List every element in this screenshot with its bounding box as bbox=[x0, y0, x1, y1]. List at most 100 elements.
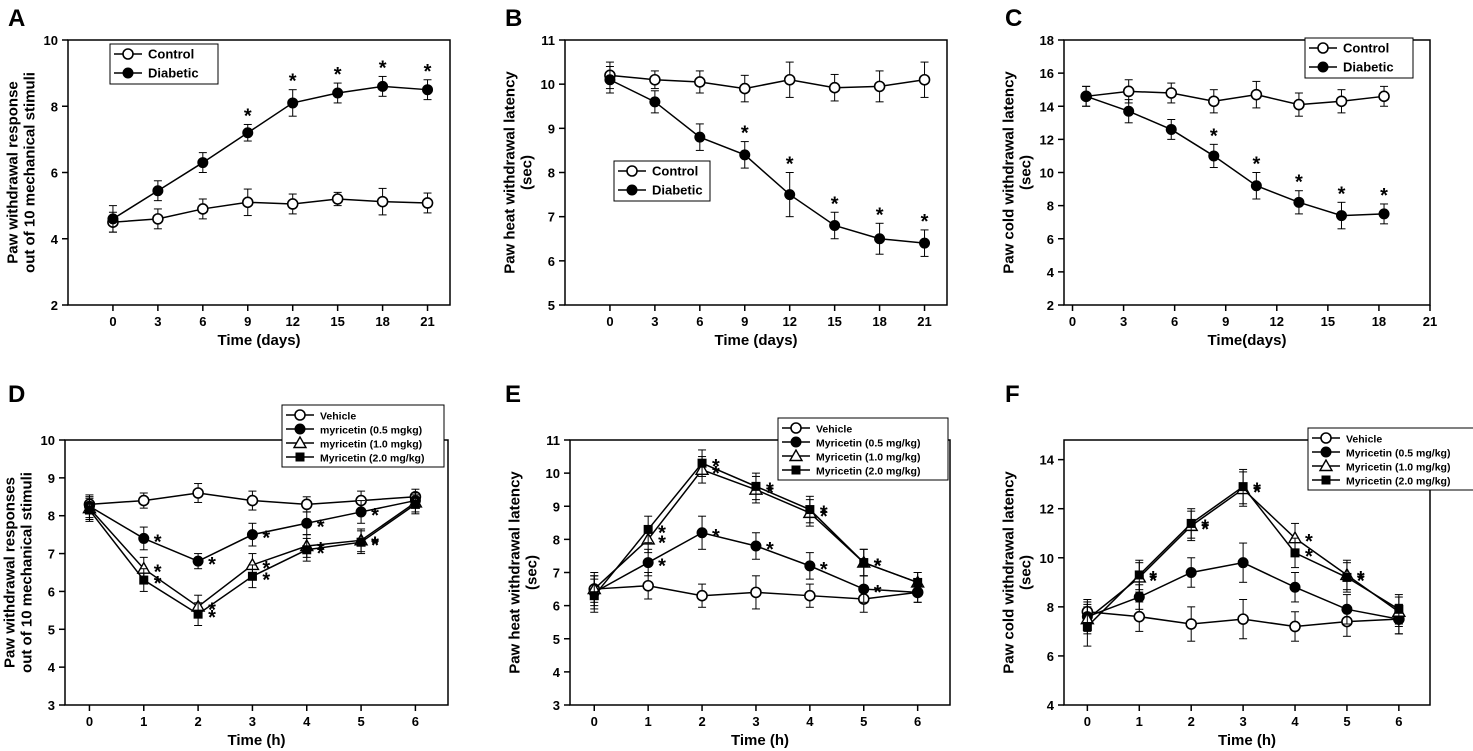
significance-star: * bbox=[317, 543, 325, 565]
panel-b: B 0 3 6 9 12 15 18 21 5 6 7 8 9 10 11 Time (days) Paw hea… bbox=[502, 5, 948, 349]
panel-d: D 0 1 2 3 4 5 6 3 4 5 6 7 8 9 10 Time (h) Paw withdrawal … bbox=[2, 381, 449, 749]
panel-e: E 0 1 2 3 4 5 6 3 4 5 6 7 8 9 10 11 Time (h) Paw heat with… bbox=[505, 381, 951, 749]
data-point bbox=[192, 487, 204, 499]
y-tick-label: 12 bbox=[1040, 502, 1054, 517]
data-point bbox=[286, 198, 299, 210]
significance-star: * bbox=[658, 532, 666, 554]
data-point bbox=[804, 560, 816, 572]
data-point bbox=[858, 583, 870, 595]
significance-star: * bbox=[424, 61, 432, 83]
x-tick-label: 2 bbox=[698, 714, 705, 729]
data-point bbox=[377, 80, 389, 92]
series-vehicle bbox=[588, 572, 924, 613]
data-point bbox=[1208, 150, 1220, 162]
data-point bbox=[694, 76, 706, 88]
significance-star: * bbox=[208, 554, 216, 576]
y-axis-label: out of 10 mechanical stimuli bbox=[22, 72, 39, 273]
x-tick-label: 12 bbox=[1270, 314, 1284, 329]
data-point bbox=[1293, 196, 1305, 208]
y-tick-label: 2 bbox=[1047, 298, 1054, 313]
series-diabetic: * * * * * bbox=[604, 66, 931, 257]
y-tick-label: 6 bbox=[48, 584, 55, 599]
data-point bbox=[750, 586, 762, 599]
significance-star: * bbox=[154, 573, 162, 595]
y-axis-label: Paw withdrawal responses bbox=[2, 477, 19, 668]
series-control bbox=[604, 61, 931, 103]
panel-c: C0 3 6 9 12 15 18 2124681012141618Time(days)Paw… bbox=[1001, 5, 1438, 349]
data-point bbox=[1342, 572, 1352, 582]
significance-star: * bbox=[289, 71, 297, 93]
data-point bbox=[1185, 618, 1197, 630]
legend-marker bbox=[295, 452, 305, 462]
legend-marker bbox=[791, 465, 801, 475]
x-tick-label: 5 bbox=[860, 714, 867, 729]
significance-star: * bbox=[831, 193, 839, 215]
legend: Vehicle myricetin (0.5 mgkg) myricetin (1.… bbox=[281, 404, 445, 468]
data-point bbox=[783, 73, 796, 86]
legend: Control Diabetic bbox=[109, 43, 219, 85]
data-point bbox=[643, 524, 653, 534]
legend-label: Myricetin (0.5 mg/kg) bbox=[1346, 448, 1450, 460]
y-tick-label: 3 bbox=[48, 698, 55, 713]
data-point bbox=[242, 127, 254, 139]
x-tick-label: 0 bbox=[109, 314, 116, 329]
series-myricetin-2-0-mg-kg-: ***** bbox=[84, 494, 420, 629]
significance-star: * bbox=[1252, 154, 1260, 176]
legend-marker bbox=[294, 409, 306, 421]
data-point bbox=[287, 97, 299, 109]
series-line bbox=[1086, 90, 1385, 106]
legend-label: myricetin (1.0 mgkg) bbox=[320, 439, 422, 451]
legend-label: Myricetin (2.0 mg/kg) bbox=[816, 466, 920, 478]
series-line bbox=[609, 74, 925, 90]
y-tick-label: 10 bbox=[41, 433, 55, 448]
x-axis-label: Time (h) bbox=[1218, 732, 1276, 749]
y-axis-label: Paw withdrawal response bbox=[5, 81, 22, 264]
legend-label: Diabetic bbox=[652, 183, 703, 198]
data-point bbox=[1186, 518, 1196, 528]
data-point bbox=[1378, 208, 1390, 220]
series-control bbox=[1080, 79, 1390, 117]
data-point bbox=[1134, 570, 1144, 580]
x-tick-label: 12 bbox=[782, 314, 796, 329]
y-tick-label: 2 bbox=[51, 298, 58, 313]
y-tick-label: 7 bbox=[48, 547, 55, 562]
data-point bbox=[1133, 591, 1145, 603]
data-point bbox=[197, 203, 209, 215]
legend-label: Vehicle bbox=[816, 424, 852, 436]
y-tick-label: 8 bbox=[548, 166, 555, 181]
series-line bbox=[609, 79, 925, 244]
plot-frame bbox=[1063, 439, 1431, 706]
data-point bbox=[137, 494, 150, 507]
x-tick-label: 3 bbox=[249, 714, 256, 729]
y-tick-label: 18 bbox=[1040, 33, 1054, 48]
significance-star: * bbox=[154, 562, 162, 584]
significance-star: * bbox=[1357, 568, 1365, 590]
significance-star: * bbox=[371, 535, 379, 557]
data-point bbox=[738, 82, 751, 95]
data-point bbox=[642, 557, 654, 569]
data-point bbox=[649, 96, 661, 108]
data-point bbox=[152, 213, 164, 225]
data-point bbox=[1250, 180, 1262, 192]
data-point bbox=[1341, 603, 1353, 615]
legend-label: Myricetin (1.0 mg/kg) bbox=[1346, 462, 1450, 474]
y-tick-label: 4 bbox=[553, 665, 561, 680]
x-tick-label: 9 bbox=[244, 314, 251, 329]
significance-star: * bbox=[317, 516, 325, 538]
y-tick-label: 3 bbox=[553, 698, 560, 713]
data-point bbox=[1122, 85, 1135, 98]
y-tick-label: 6 bbox=[1047, 649, 1054, 664]
data-point bbox=[246, 529, 258, 541]
legend-label: myricetin (0.5 mgkg) bbox=[320, 425, 422, 437]
y-tick-label: 10 bbox=[44, 33, 58, 48]
y-tick-label: 5 bbox=[548, 298, 555, 313]
y-tick-label: 4 bbox=[51, 232, 59, 247]
y-tick-label: 16 bbox=[1040, 66, 1054, 81]
significance-star: * bbox=[317, 539, 325, 561]
data-point bbox=[421, 197, 434, 209]
legend-label: Myricetin (0.5 mg/kg) bbox=[816, 438, 920, 450]
data-point bbox=[642, 579, 654, 592]
data-point bbox=[1165, 87, 1178, 99]
y-tick-label: 10 bbox=[541, 77, 555, 92]
x-tick-label: 0 bbox=[606, 314, 613, 329]
